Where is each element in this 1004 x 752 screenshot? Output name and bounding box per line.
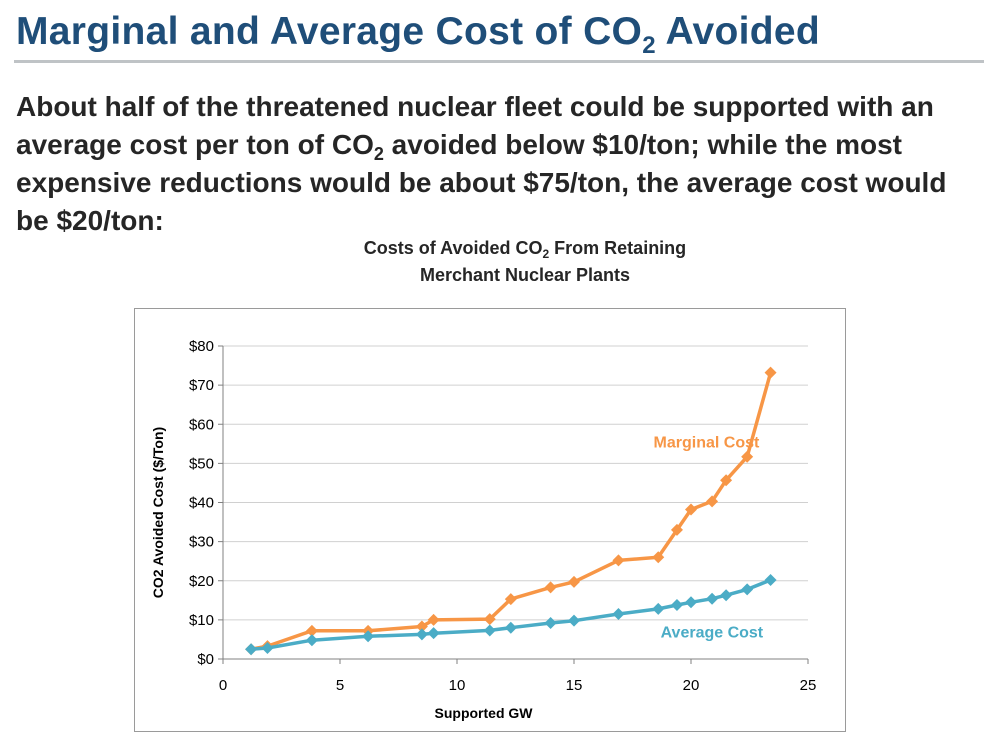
chart-title: Costs of Avoided CO2 From Retaining Merc… (330, 235, 720, 289)
chart-title-line1-main: Costs of Avoided CO (363, 238, 543, 258)
average-cost-point (362, 630, 375, 643)
body-text-part2: avoided below $10/ton; while the most ex… (16, 129, 947, 236)
average-cost-point (568, 614, 580, 627)
marginal-cost-point (504, 593, 517, 606)
chart-title-line1: Costs of Avoided CO2 From Retaining (330, 235, 720, 262)
y-axis-title: CO2 Avoided Cost ($/Ton) (150, 427, 166, 598)
title-divider (14, 60, 984, 63)
marginal-cost-point (427, 613, 440, 626)
marginal-cost-point (652, 551, 665, 564)
series (245, 366, 777, 656)
labels: Marginal Cost Average Cost (654, 435, 764, 642)
average-cost-point (305, 634, 318, 647)
marginal-cost-point (612, 554, 625, 567)
chart-title-subscript: 2 (542, 247, 550, 261)
x-tick-label: 5 (336, 677, 344, 694)
average-cost-point (415, 628, 428, 641)
marginal-cost-point (544, 581, 557, 594)
average-cost-point (504, 621, 517, 634)
x-tick-label: 20 (683, 677, 700, 694)
marginal-cost-point (720, 474, 733, 487)
body-text-part1: About half of the threatened nuclear fle… (16, 91, 934, 160)
average-cost-point (544, 617, 557, 630)
chart-title-line1-end: From Retaining (549, 238, 687, 258)
average-cost-point (427, 627, 440, 640)
average-cost-point (741, 583, 754, 596)
body-text-subscript: 2 (373, 144, 384, 164)
marginal-cost-point (305, 624, 318, 637)
y-tick-label: $50 (189, 455, 214, 472)
marginal-cost-point (685, 503, 697, 516)
series-label-average-cost: Average Cost (661, 624, 764, 641)
slide-title: Marginal and Average Cost of CO2 Avoided (16, 10, 821, 58)
x-axis-title: Supported GW (435, 705, 534, 721)
average-cost-point (685, 596, 697, 609)
gridlines (223, 345, 808, 621)
y-tick-label: $30 (189, 534, 214, 551)
slide-title-end: Avoided (655, 10, 821, 53)
marginal-cost-point (706, 495, 719, 508)
y-tick-label: $0 (197, 651, 214, 668)
average-cost-point (706, 592, 719, 605)
average-cost-point (764, 573, 777, 586)
body-text: About half of the threatened nuclear fle… (16, 88, 986, 240)
x-tick-label: 25 (800, 677, 817, 694)
chart-title-line2: Merchant Nuclear Plants (419, 265, 631, 285)
y-tick-label: $80 (189, 338, 214, 355)
y-tick-label: $40 (189, 495, 214, 512)
y-tick-label: $70 (189, 377, 214, 394)
average-cost-point (652, 602, 665, 615)
slide-title-main: Marginal and Average Cost of CO (16, 10, 643, 53)
average-cost-point (670, 599, 683, 612)
average-cost-point (245, 643, 258, 656)
marginal-cost-point (415, 620, 428, 633)
x-tick-label: 15 (566, 677, 583, 694)
marginal-cost-point (568, 575, 580, 588)
average-cost-point (720, 589, 733, 602)
average-cost-point (612, 608, 625, 621)
marginal-cost-point (741, 450, 754, 463)
marginal-cost-point (483, 613, 496, 626)
x-tick-label: 0 (219, 677, 227, 694)
average-cost-point (261, 642, 274, 655)
y-tick-label: $60 (189, 416, 214, 433)
slide-title-subscript: 2 (642, 32, 656, 59)
x-tick-label: 10 (449, 677, 466, 694)
series-label-marginal-cost: Marginal Cost (654, 435, 760, 452)
chart-frame (134, 308, 846, 732)
marginal-cost-point (670, 523, 683, 536)
y-tick-label: $20 (189, 573, 214, 590)
average-cost-point (483, 624, 496, 637)
axes: $0 $10 $20 $30 $40 $50 $60 $70 $80 0 5 10 15 20 25 Supp… (150, 338, 816, 721)
y-tick-label: $10 (189, 612, 214, 629)
marginal-cost-point (764, 366, 777, 379)
